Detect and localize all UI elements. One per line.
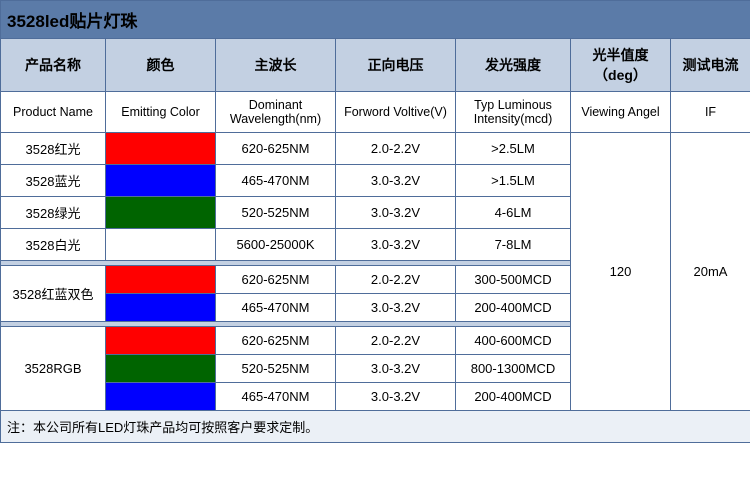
color-swatch-4-1 [106,294,216,322]
header-cn-3: 正向电压 [336,39,456,92]
intensity-4-0: 300-500MCD [456,266,571,294]
header-cn-1: 颜色 [106,39,216,92]
intensity-0-0: >2.5LM [456,133,571,165]
wavelength-4-0: 620-625NM [216,266,336,294]
header-en-0: Product Name [1,92,106,133]
color-swatch-2-0 [106,197,216,229]
voltage-4-0: 2.0-2.2V [336,266,456,294]
color-swatch-0-0 [106,133,216,165]
wavelength-1-0: 465-470NM [216,165,336,197]
voltage-2-0: 3.0-3.2V [336,197,456,229]
voltage-5-0: 2.0-2.2V [336,327,456,355]
product-name-4: 3528红蓝双色 [1,266,106,322]
intensity-1-0: >1.5LM [456,165,571,197]
test-current-cell: 20mA [671,133,750,411]
product-name-2: 3528绿光 [1,197,106,229]
wavelength-3-0: 5600-25000K [216,229,336,261]
led-spec-table: 3528led贴片灯珠产品名称颜色主波长正向电压发光强度光半值度（deg）测试电… [0,0,750,443]
voltage-1-0: 3.0-3.2V [336,165,456,197]
voltage-5-1: 3.0-3.2V [336,355,456,383]
intensity-5-1: 800-1300MCD [456,355,571,383]
wavelength-5-2: 465-470NM [216,383,336,411]
wavelength-4-1: 465-470NM [216,294,336,322]
voltage-4-1: 3.0-3.2V [336,294,456,322]
header-cn-2: 主波长 [216,39,336,92]
product-name-3: 3528白光 [1,229,106,261]
color-swatch-3-0 [106,229,216,261]
table-title: 3528led贴片灯珠 [1,1,750,39]
viewing-angle-cell: 120 [571,133,671,411]
wavelength-2-0: 520-525NM [216,197,336,229]
color-swatch-1-0 [106,165,216,197]
product-name-5: 3528RGB [1,327,106,411]
wavelength-5-0: 620-625NM [216,327,336,355]
intensity-4-1: 200-400MCD [456,294,571,322]
wavelength-0-0: 620-625NM [216,133,336,165]
product-name-0: 3528红光 [1,133,106,165]
header-en-1: Emitting Color [106,92,216,133]
header-en-5: Viewing Angel [571,92,671,133]
color-swatch-5-2 [106,383,216,411]
header-cn-0: 产品名称 [1,39,106,92]
voltage-3-0: 3.0-3.2V [336,229,456,261]
color-swatch-5-0 [106,327,216,355]
header-cn-4: 发光强度 [456,39,571,92]
table-container: 3528led贴片灯珠产品名称颜色主波长正向电压发光强度光半值度（deg）测试电… [0,0,750,443]
color-swatch-4-0 [106,266,216,294]
intensity-2-0: 4-6LM [456,197,571,229]
footer-note: 注：本公司所有LED灯珠产品均可按照客户要求定制。 [1,411,750,443]
intensity-5-2: 200-400MCD [456,383,571,411]
header-cn-5: 光半值度（deg） [571,39,671,92]
header-cn-6: 测试电流 [671,39,750,92]
header-en-6: IF [671,92,750,133]
header-en-4: Typ Luminous Intensity(mcd) [456,92,571,133]
color-swatch-5-1 [106,355,216,383]
product-name-1: 3528蓝光 [1,165,106,197]
wavelength-5-1: 520-525NM [216,355,336,383]
header-en-2: Dominant Wavelength(nm) [216,92,336,133]
header-en-3: Forword Voltive(V) [336,92,456,133]
voltage-0-0: 2.0-2.2V [336,133,456,165]
voltage-5-2: 3.0-3.2V [336,383,456,411]
intensity-3-0: 7-8LM [456,229,571,261]
intensity-5-0: 400-600MCD [456,327,571,355]
